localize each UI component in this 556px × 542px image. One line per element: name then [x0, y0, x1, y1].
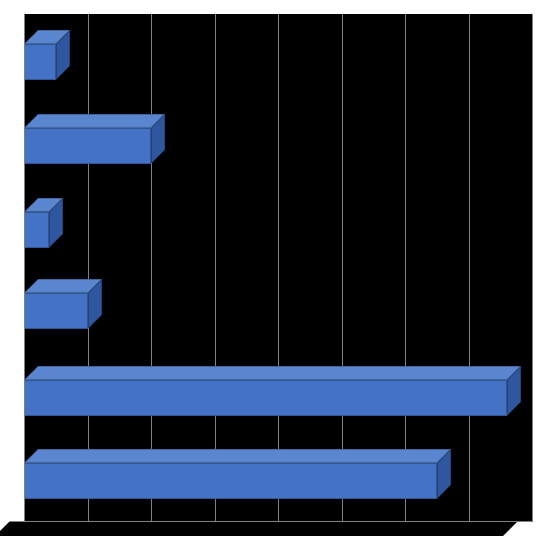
gridline: [405, 14, 406, 522]
bar: [24, 44, 56, 80]
plot-area: [24, 14, 532, 522]
bar-front: [24, 128, 151, 164]
x-axis: [24, 521, 532, 522]
y-axis: [24, 14, 25, 522]
bar: [24, 463, 437, 499]
bar: [24, 212, 49, 248]
bar-front: [24, 44, 56, 80]
gridline: [215, 14, 216, 522]
gridline: [278, 14, 279, 522]
bar-front: [24, 212, 49, 248]
bar: [24, 380, 507, 416]
bar-top-face: [24, 114, 165, 128]
gridline: [532, 14, 533, 522]
bar-front: [24, 380, 507, 416]
bar-top-face: [24, 366, 521, 380]
bar: [24, 293, 88, 329]
bar-top-face: [24, 449, 451, 463]
gridline: [469, 14, 470, 522]
gridline: [342, 14, 343, 522]
gridline: [88, 14, 89, 522]
floor: [0, 521, 518, 536]
bar-front: [24, 463, 437, 499]
gridline: [151, 14, 152, 522]
chart: [0, 0, 556, 542]
bar: [24, 128, 151, 164]
bar-front: [24, 293, 88, 329]
